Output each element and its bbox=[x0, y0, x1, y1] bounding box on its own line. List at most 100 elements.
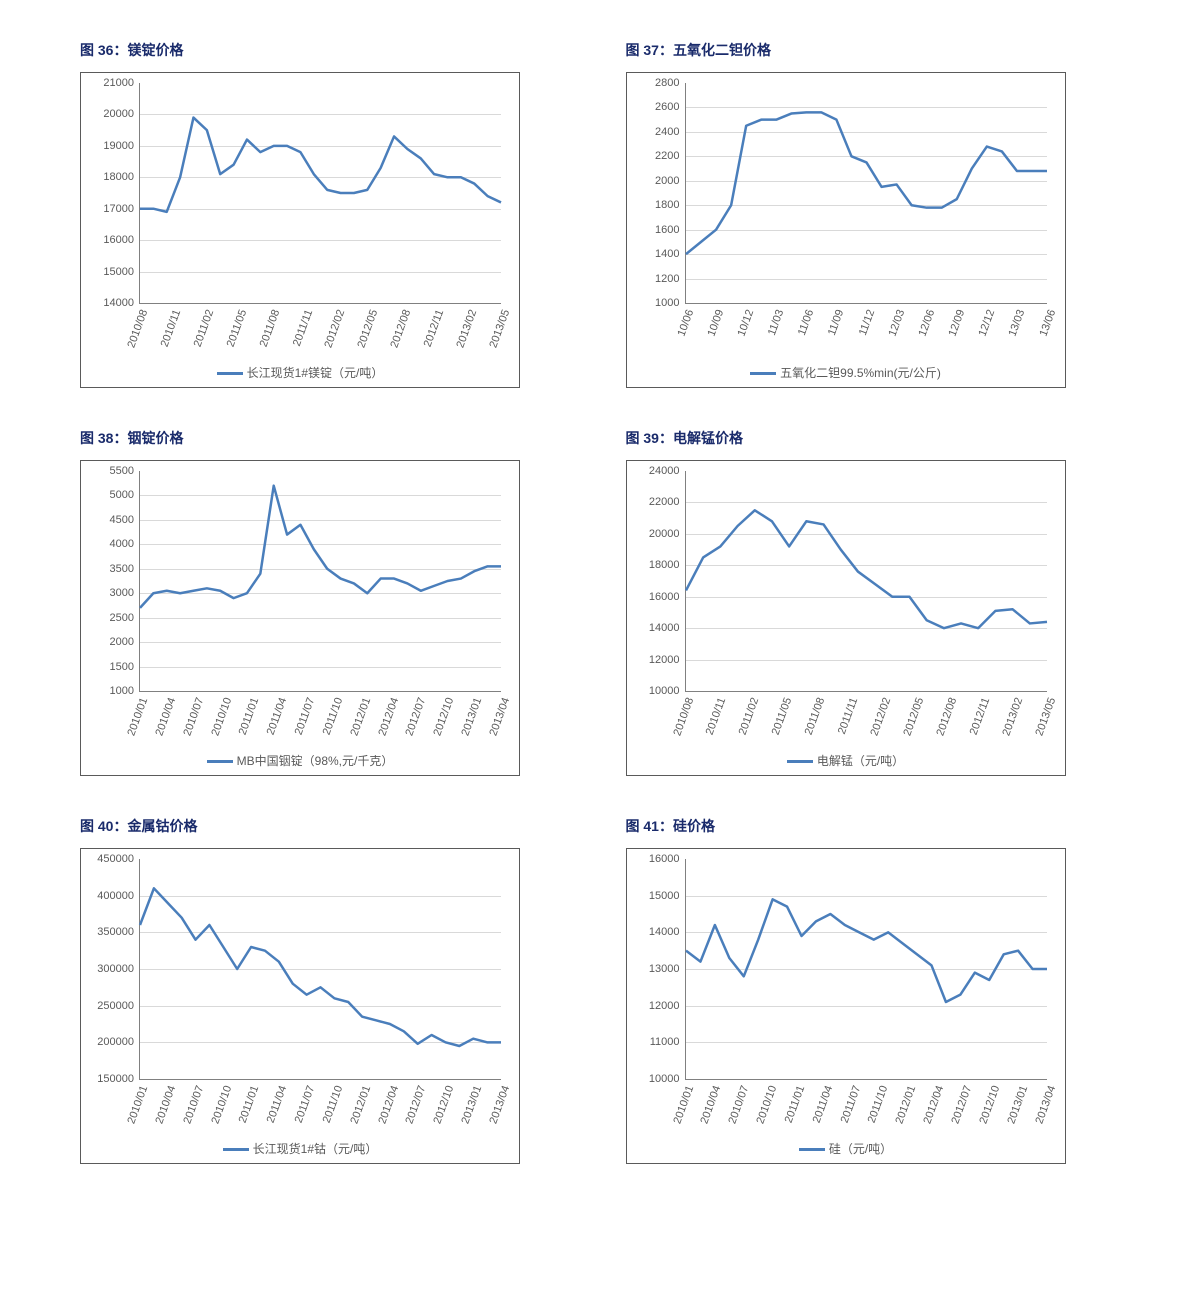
x-axis-label: 2010/01 bbox=[125, 1084, 150, 1125]
x-axis-label: 2012/08 bbox=[389, 308, 414, 349]
x-axis-label: 2013/04 bbox=[487, 696, 512, 737]
x-axis-label: 11/09 bbox=[826, 308, 846, 337]
x-axis: 2010/012010/042010/072010/102011/012011/… bbox=[139, 692, 501, 748]
line-svg bbox=[140, 83, 501, 303]
x-axis-label: 2011/07 bbox=[838, 1084, 863, 1125]
x-axis-label: 10/09 bbox=[705, 308, 726, 338]
y-axis-label: 400000 bbox=[97, 890, 140, 902]
legend-label: 五氧化二钽99.5%min(元/公斤) bbox=[780, 366, 941, 380]
x-axis-label: 2012/07 bbox=[404, 696, 429, 737]
legend: 长江现货1#镁锭（元/吨） bbox=[91, 360, 509, 383]
x-axis-label: 2011/04 bbox=[810, 1084, 835, 1125]
chart-c37: 图 37：五氧化二钽价格 1000120014001600180020002200… bbox=[626, 40, 1112, 388]
legend-swatch bbox=[207, 760, 233, 763]
x-axis-label: 2012/05 bbox=[356, 308, 381, 349]
y-axis-label: 300000 bbox=[97, 963, 140, 975]
x-axis-label: 12/06 bbox=[916, 308, 937, 338]
y-axis-label: 16000 bbox=[103, 234, 140, 246]
y-axis-label: 12000 bbox=[649, 654, 686, 666]
y-axis-label: 250000 bbox=[97, 1000, 140, 1012]
x-axis-label: 2011/01 bbox=[237, 1084, 262, 1125]
chart-frame: 1500002000002500003000003500004000004500… bbox=[80, 848, 520, 1164]
x-axis-label: 2010/10 bbox=[209, 1084, 234, 1125]
y-axis-label: 1200 bbox=[655, 273, 685, 285]
legend: 长江现货1#钴（元/吨） bbox=[91, 1136, 509, 1159]
x-axis-label: 2010/07 bbox=[727, 1084, 752, 1125]
x-axis-label: 2013/02 bbox=[454, 308, 479, 349]
x-axis-label: 2013/05 bbox=[487, 308, 512, 349]
y-axis-label: 1600 bbox=[655, 224, 685, 236]
chart-frame: 100001100012000130001400015000160002010/… bbox=[626, 848, 1066, 1164]
y-axis-label: 1500 bbox=[110, 661, 140, 673]
y-axis-label: 1800 bbox=[655, 199, 685, 211]
x-axis-label: 2011/10 bbox=[321, 696, 346, 737]
chart-title: 图 38：铟锭价格 bbox=[80, 428, 566, 448]
y-axis-label: 12000 bbox=[649, 1000, 686, 1012]
chart-title: 图 40：金属钴价格 bbox=[80, 816, 566, 836]
legend-label: MB中国铟锭（98%,元/千克） bbox=[237, 754, 394, 768]
legend-label: 长江现货1#钴（元/吨） bbox=[253, 1142, 378, 1156]
y-axis-label: 14000 bbox=[649, 622, 686, 634]
x-axis-label: 2012/01 bbox=[348, 1084, 373, 1125]
y-axis-label: 2000 bbox=[655, 175, 685, 187]
y-axis-label: 20000 bbox=[103, 108, 140, 120]
x-axis-label: 2010/10 bbox=[209, 696, 234, 737]
y-axis-label: 14000 bbox=[103, 297, 140, 309]
line-svg bbox=[140, 859, 501, 1079]
x-axis-label: 2010/08 bbox=[671, 696, 696, 737]
x-axis-label: 2012/10 bbox=[977, 1084, 1002, 1125]
y-axis-label: 2400 bbox=[655, 126, 685, 138]
chart-frame: 1000012000140001600018000200002200024000… bbox=[626, 460, 1066, 776]
chart-title: 图 41：硅价格 bbox=[626, 816, 1112, 836]
legend-label: 长江现货1#镁锭（元/吨） bbox=[247, 366, 384, 380]
x-axis-label: 2012/02 bbox=[323, 308, 348, 349]
y-axis-label: 2500 bbox=[110, 612, 140, 624]
y-axis-label: 18000 bbox=[649, 559, 686, 571]
x-axis-label: 2011/10 bbox=[866, 1084, 891, 1125]
x-axis-label: 2010/01 bbox=[125, 696, 150, 737]
x-axis: 2010/082010/112011/022011/052011/082011/… bbox=[139, 304, 501, 360]
legend-swatch bbox=[217, 372, 243, 375]
y-axis-label: 17000 bbox=[103, 203, 140, 215]
chart-title: 图 37：五氧化二钽价格 bbox=[626, 40, 1112, 60]
x-axis-label: 2010/01 bbox=[671, 1084, 696, 1125]
x-axis-label: 12/09 bbox=[947, 308, 968, 338]
data-line bbox=[140, 888, 501, 1046]
y-axis-label: 24000 bbox=[649, 465, 686, 477]
plot-area: 1000120014001600180020002200240026002800 bbox=[685, 83, 1047, 304]
y-axis-label: 18000 bbox=[103, 171, 140, 183]
x-axis-label: 2011/02 bbox=[737, 696, 762, 737]
line-svg bbox=[140, 471, 501, 691]
legend: 五氧化二钽99.5%min(元/公斤) bbox=[637, 360, 1055, 383]
x-axis-label: 2011/08 bbox=[803, 696, 828, 737]
x-axis-label: 2012/11 bbox=[422, 308, 447, 349]
legend: MB中国铟锭（98%,元/千克） bbox=[91, 748, 509, 771]
data-line bbox=[140, 118, 501, 212]
y-axis-label: 4500 bbox=[110, 514, 140, 526]
x-axis-label: 2012/07 bbox=[949, 1084, 974, 1125]
x-axis-label: 2010/07 bbox=[181, 1084, 206, 1125]
y-axis-label: 21000 bbox=[103, 77, 140, 89]
y-axis-label: 450000 bbox=[97, 853, 140, 865]
x-axis-label: 2010/11 bbox=[159, 308, 184, 349]
y-axis-label: 16000 bbox=[649, 591, 686, 603]
x-axis-label: 2011/11 bbox=[290, 308, 314, 348]
data-line bbox=[686, 899, 1047, 1002]
x-axis-label: 2013/01 bbox=[460, 696, 485, 737]
line-svg bbox=[686, 83, 1047, 303]
x-axis-label: 2012/01 bbox=[348, 696, 373, 737]
x-axis-label: 2011/11 bbox=[836, 696, 860, 736]
x-axis-label: 2013/02 bbox=[1000, 696, 1025, 737]
x-axis-label: 2011/08 bbox=[257, 308, 282, 349]
y-axis-label: 200000 bbox=[97, 1036, 140, 1048]
x-axis-label: 13/06 bbox=[1037, 308, 1058, 338]
x-axis-label: 2011/04 bbox=[265, 696, 290, 737]
x-axis-label: 2012/01 bbox=[894, 1084, 919, 1125]
x-axis-label: 2011/05 bbox=[224, 308, 249, 349]
legend-swatch bbox=[799, 1148, 825, 1151]
y-axis-label: 1000 bbox=[655, 297, 685, 309]
y-axis-label: 16000 bbox=[649, 853, 686, 865]
x-axis-label: 2012/04 bbox=[376, 696, 401, 737]
x-axis-label: 2010/04 bbox=[153, 696, 178, 737]
x-axis-label: 2013/04 bbox=[487, 1084, 512, 1125]
